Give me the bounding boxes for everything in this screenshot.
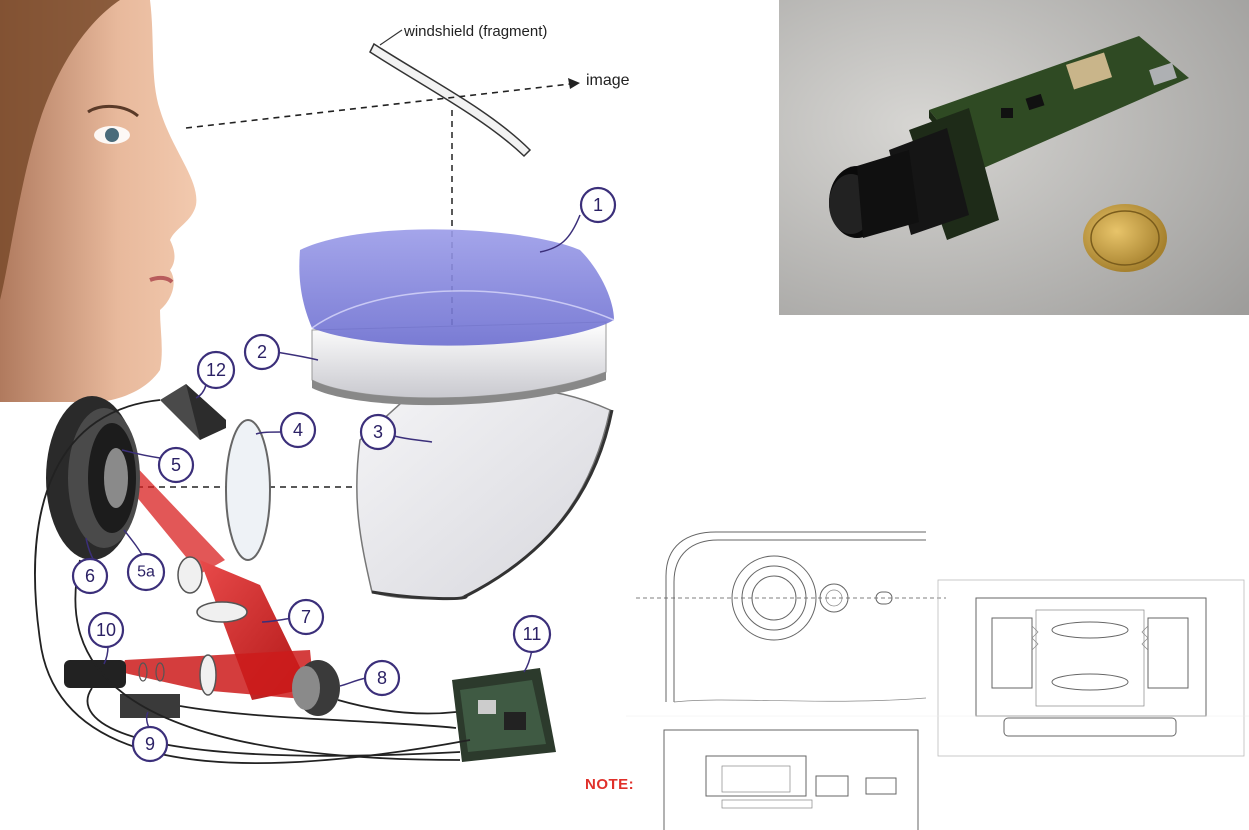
- laser-source-element-10: [64, 660, 126, 688]
- windshield-label: windshield (fragment): [403, 23, 547, 40]
- scanner-element-6: [46, 396, 140, 560]
- note-label: NOTE:: [585, 776, 635, 793]
- callout-1: 1: [579, 186, 617, 224]
- top-view-drawing: [636, 531, 946, 703]
- svg-text:4: 4: [293, 420, 303, 440]
- patent-line-drawing: [626, 506, 1249, 830]
- combiner-element-1: [299, 229, 615, 346]
- callout-6: 6: [71, 557, 109, 595]
- small-lens-a: [177, 556, 203, 594]
- callout-9: 9: [131, 725, 169, 763]
- callout-2: 2: [243, 333, 281, 371]
- svg-text:5a: 5a: [137, 564, 155, 581]
- callout-4: 4: [279, 411, 317, 449]
- callout-12: 12: [196, 350, 236, 390]
- svg-text:3: 3: [373, 422, 383, 442]
- callout-10: 10: [87, 611, 125, 649]
- svg-text:12: 12: [206, 360, 226, 380]
- mirror-element-3: [356, 385, 611, 600]
- coin: [1083, 204, 1167, 272]
- callout-11: 11: [512, 614, 552, 654]
- svg-text:9: 9: [145, 734, 155, 754]
- lens-element-4: [225, 419, 271, 561]
- cables: [34, 399, 471, 764]
- image-projection-arrow: image: [185, 72, 630, 129]
- diagram-canvas: windshield (fragment) image: [0, 0, 630, 764]
- svg-text:10: 10: [96, 620, 116, 640]
- svg-text:7: 7: [301, 607, 311, 627]
- windshield-fragment: windshield (fragment): [369, 23, 547, 158]
- svg-text:11: 11: [523, 624, 542, 644]
- svg-text:5: 5: [171, 455, 181, 475]
- image-label: image: [586, 72, 630, 89]
- callout-5: 5: [157, 446, 195, 484]
- small-lens-b: [196, 601, 248, 623]
- svg-text:1: 1: [593, 195, 603, 215]
- circuit-board-element-11: [452, 668, 556, 762]
- section-view-drawing: [663, 729, 919, 830]
- callout-5a: 5a: [126, 552, 166, 592]
- svg-text:2: 2: [257, 342, 267, 362]
- camera-module-photo: [779, 0, 1249, 315]
- callout-7: 7: [287, 598, 325, 636]
- callout-8: 8: [363, 659, 401, 697]
- woman-face-illustration: [0, 0, 197, 402]
- lens-assembly-section: [937, 579, 1245, 757]
- callout-3: 3: [359, 413, 397, 451]
- svg-text:8: 8: [377, 668, 387, 688]
- cylinder-element-8: [292, 660, 340, 716]
- small-lens-c: [199, 654, 217, 696]
- hud-optical-diagram: windshield (fragment) image: [0, 0, 630, 764]
- camera-lens: [829, 150, 919, 238]
- svg-text:6: 6: [85, 566, 95, 586]
